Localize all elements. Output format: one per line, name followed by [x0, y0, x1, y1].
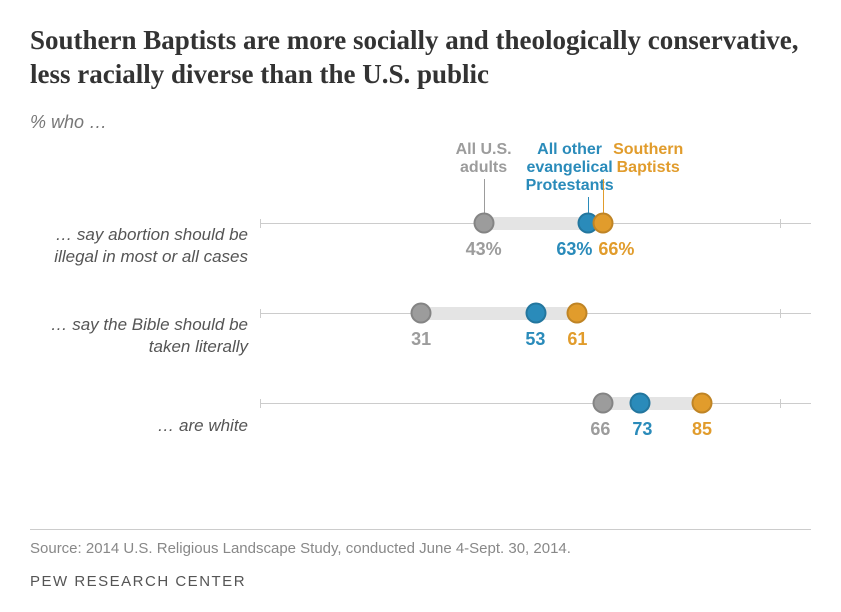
range-band	[603, 397, 702, 410]
chart-title: Southern Baptists are more socially and …	[30, 24, 811, 92]
value-label-southern_baptist: 85	[692, 419, 712, 440]
org-name: PEW RESEARCH CENTER	[30, 573, 811, 590]
row-label: … say the Bible should be taken literall…	[30, 314, 260, 357]
range-band	[421, 307, 577, 320]
row-track: 66 73 85	[260, 381, 811, 471]
data-point-us_adults	[593, 392, 614, 413]
value-label-us_adults: 66	[590, 419, 610, 440]
data-point-evangelical	[525, 302, 546, 323]
data-point-us_adults	[411, 302, 432, 323]
value-label-southern_baptist: 61	[567, 329, 587, 350]
axis-tick	[260, 219, 261, 228]
source-text: Source: 2014 U.S. Religious Landscape St…	[30, 529, 811, 557]
value-label-southern_baptist: 66%	[598, 239, 634, 260]
axis-tick	[260, 399, 261, 408]
data-point-southern_baptist	[567, 302, 588, 323]
data-point-evangelical	[629, 392, 650, 413]
axis-tick	[260, 309, 261, 318]
axis-tick	[780, 219, 781, 228]
axis-line	[260, 403, 811, 404]
chart-row: … are white 66 73 85	[30, 381, 811, 471]
value-label-evangelical: 63%	[556, 239, 592, 260]
row-track: 43% 63% 66%	[260, 201, 811, 291]
rows-container: … say abortion should be illegal in most…	[30, 201, 811, 471]
row-label: … are white	[30, 415, 260, 436]
row-track: 31 53 61	[260, 291, 811, 381]
chart-footer: Source: 2014 U.S. Religious Landscape St…	[30, 529, 811, 590]
axis-tick	[780, 399, 781, 408]
legend-row: All U.S.adultsAll otherevangelicalProtes…	[30, 141, 811, 201]
legend-label-southern_baptist: SouthernBaptists	[598, 141, 698, 178]
data-point-southern_baptist	[692, 392, 713, 413]
data-point-us_adults	[473, 212, 494, 233]
chart-area: All U.S.adultsAll otherevangelicalProtes…	[30, 141, 811, 491]
value-label-evangelical: 53	[525, 329, 545, 350]
value-label-us_adults: 43%	[466, 239, 502, 260]
value-label-us_adults: 31	[411, 329, 431, 350]
data-point-southern_baptist	[593, 212, 614, 233]
value-label-evangelical: 73	[632, 419, 652, 440]
axis-tick	[780, 309, 781, 318]
row-label: … say abortion should be illegal in most…	[30, 224, 260, 267]
chart-row: … say the Bible should be taken literall…	[30, 291, 811, 381]
chart-row: … say abortion should be illegal in most…	[30, 201, 811, 291]
chart-subtitle: % who …	[30, 112, 811, 133]
